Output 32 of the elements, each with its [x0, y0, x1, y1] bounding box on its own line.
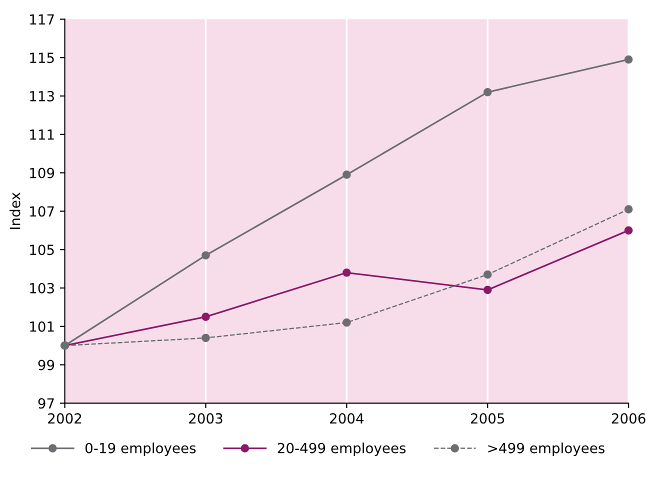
- legend-label: >499 employees: [488, 442, 604, 456]
- y-tick-label: 115: [30, 52, 54, 64]
- point: [624, 226, 633, 235]
- y-tick-label: 109: [30, 168, 54, 178]
- y-tick-label: 101: [30, 321, 54, 332]
- point: [202, 312, 210, 321]
- y-tick-label: 97: [38, 398, 54, 409]
- x-tick-label: 2005: [470, 413, 504, 424]
- legend-label: 20-499 employees: [278, 442, 406, 456]
- x-tick-label: 2004: [330, 413, 364, 424]
- point: [342, 170, 351, 179]
- y-axis-title: Index: [10, 192, 20, 229]
- y-tick-label: 107: [30, 206, 54, 217]
- y-tick-label: 105: [30, 244, 54, 256]
- point: [202, 334, 210, 342]
- y-tick-label: 113: [30, 90, 54, 102]
- point: [483, 88, 492, 96]
- point: [624, 55, 633, 64]
- point: [483, 286, 492, 294]
- point: [202, 251, 210, 260]
- x-tick-label: 2003: [189, 413, 222, 424]
- y-tick-label: 117: [30, 14, 54, 24]
- y-tick-label: 111: [30, 130, 54, 140]
- point: [624, 205, 633, 214]
- point: [342, 318, 351, 327]
- x-tick-label: 2002: [48, 413, 82, 424]
- legend-label: 0-19 employees: [85, 442, 196, 456]
- point: [342, 268, 351, 277]
- x-tick-label: 2006: [612, 413, 646, 424]
- point: [483, 270, 492, 279]
- y-tick-label: 103: [30, 282, 54, 294]
- y-tick-label: 99: [38, 360, 54, 370]
